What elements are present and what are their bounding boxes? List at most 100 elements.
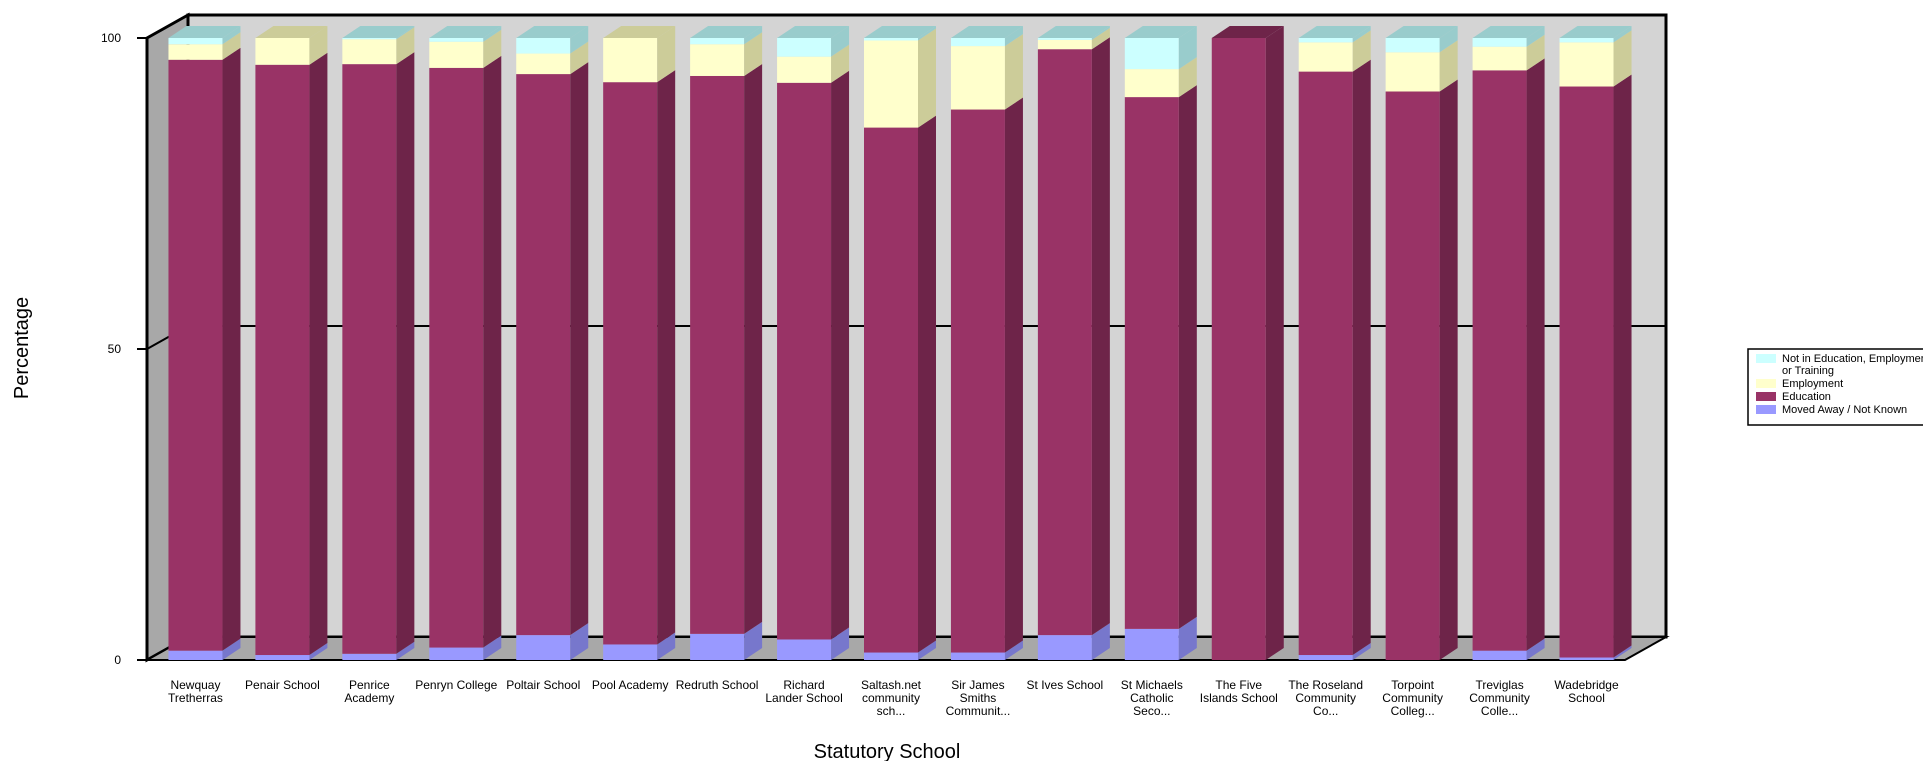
bar-top: [342, 26, 415, 38]
bar-segment-side: [222, 638, 241, 660]
legend-label: Moved Away / Not Known: [1782, 404, 1907, 416]
bar-segment-side: [570, 41, 589, 75]
bar-segment: [1037, 39, 1092, 50]
legend-swatch: [1756, 379, 1776, 388]
x-tick-label: Penair School: [245, 678, 320, 692]
bar-top: [1037, 26, 1110, 38]
bar-segment-side: [1091, 37, 1110, 636]
legend-label: Education: [1782, 391, 1831, 403]
bar-segment: [864, 38, 918, 41]
bar-segment-side: [1178, 616, 1197, 660]
bar-segment: [777, 639, 832, 660]
x-tick-label: St Michaels Catholic Seco...: [1121, 678, 1183, 718]
bar-segment-side: [396, 52, 415, 654]
y-tick-label: 50: [108, 342, 122, 356]
bar-segment: [1472, 70, 1527, 651]
bar-segment-side: [1004, 26, 1023, 47]
bar-segment-side: [396, 26, 415, 40]
bar-segment-side: [918, 640, 936, 660]
bar-segment-side: [483, 29, 502, 68]
legend-item: Education: [1756, 391, 1831, 403]
bar-segment: [255, 64, 310, 656]
legend-item: Not in Education, Employment or Training: [1756, 353, 1923, 377]
bar-segment: [516, 74, 571, 636]
bar-top: [603, 26, 676, 38]
x-tick-label: Penryn College: [415, 678, 497, 692]
bar-segment: [255, 38, 310, 65]
bar-segment-side: [918, 26, 936, 41]
bar-segment-side: [309, 52, 328, 656]
bar-segment: [603, 644, 658, 660]
bar-segment: [342, 653, 397, 660]
bar-segment: [950, 109, 1005, 653]
bar-segment: [1385, 38, 1440, 53]
bar-segment: [255, 655, 310, 660]
x-tick-label: Poltair School: [506, 678, 580, 692]
bar-segment-side: [1091, 27, 1110, 50]
bar-segment-side: [1439, 79, 1458, 660]
bar-segment: [516, 635, 571, 660]
bar-stack: [1559, 26, 1632, 660]
bar-segment: [1472, 650, 1527, 660]
bar-stack: [1385, 26, 1458, 660]
x-tick-label: The Roseland Community Co...: [1288, 678, 1363, 718]
bar-stack: [429, 26, 502, 660]
bar-stack: [864, 26, 936, 660]
legend-item: Employment: [1756, 378, 1843, 390]
bar-segment: [1559, 657, 1614, 660]
bar-segment-side: [657, 70, 676, 645]
bar-segment-side: [831, 627, 850, 660]
bar-segment: [1385, 91, 1440, 660]
y-axis: 0 50 100: [101, 31, 147, 667]
bar-segment-side: [744, 32, 763, 76]
bar-segment-side: [1265, 26, 1284, 660]
bar-segment: [603, 38, 658, 83]
bar-segment-side: [1352, 59, 1371, 656]
bar-segment-side: [1526, 34, 1545, 71]
bar-top: [864, 26, 936, 38]
bar-segment: [1124, 69, 1179, 98]
bar-segment-side: [1613, 74, 1632, 658]
bar-segment: [950, 652, 1005, 660]
bar-segment-side: [1004, 34, 1023, 110]
bar-segment-side: [1352, 30, 1371, 72]
bar-segment: [168, 59, 223, 651]
bar-segment: [1037, 49, 1092, 636]
bar-segment: [690, 44, 745, 76]
bar-segment: [690, 38, 745, 45]
bar-segment: [1385, 52, 1440, 92]
bar-segment-side: [657, 632, 676, 660]
bar-stack: [516, 26, 589, 660]
bar-segment-side: [483, 26, 502, 42]
bar-top: [1472, 26, 1545, 38]
legend-swatch: [1756, 392, 1776, 401]
bar-segment-side: [483, 55, 502, 648]
bar-top: [690, 26, 763, 38]
bar-segment: [1124, 97, 1179, 629]
bar-segment: [777, 38, 832, 57]
bar-segment: [777, 56, 832, 83]
bar-stack: [777, 26, 850, 660]
x-axis-title: Statutory School: [814, 741, 961, 761]
bar-segment-side: [1526, 26, 1545, 47]
bar-segment: [950, 46, 1005, 110]
x-tick-label: St Ives School: [1027, 678, 1104, 692]
bar-segment: [864, 652, 918, 660]
bar-stack: [1298, 26, 1371, 660]
bar-segment: [429, 647, 484, 660]
bar-segment: [1472, 46, 1527, 71]
bar-stack: [603, 26, 676, 660]
bar-stack: [1211, 26, 1284, 660]
bar-segment: [690, 633, 745, 660]
bar-segment: [1298, 655, 1353, 660]
legend-label: Employment: [1782, 378, 1843, 390]
bar-segment-side: [570, 26, 589, 54]
x-tick-label: Treviglas Community Colle...: [1469, 678, 1530, 718]
bar-segment-side: [309, 26, 328, 65]
bar-segment-side: [1091, 26, 1110, 40]
bar-top: [429, 26, 502, 38]
bar-segment-side: [744, 621, 763, 660]
bar-segment-side: [483, 635, 502, 660]
bar-segment-side: [309, 643, 328, 660]
